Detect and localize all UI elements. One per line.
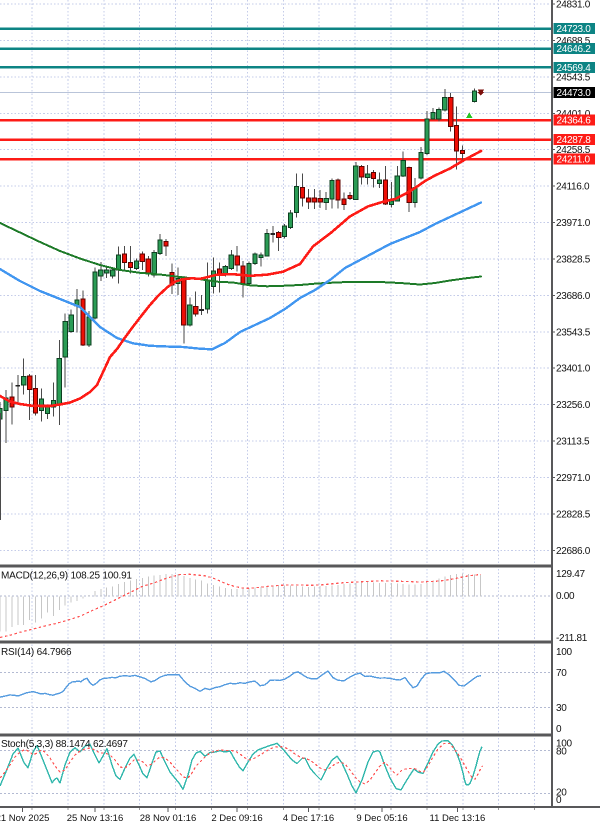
svg-text:23971.0: 23971.0 <box>556 218 591 229</box>
svg-text:22971.0: 22971.0 <box>556 473 591 484</box>
svg-text:23401.0: 23401.0 <box>556 364 591 375</box>
svg-text:Stoch(5,3,3) 88.1474 62.4697: Stoch(5,3,3) 88.1474 62.4697 <box>1 739 128 750</box>
svg-text:100: 100 <box>556 738 573 749</box>
svg-text:25 Nov 13:16: 25 Nov 13:16 <box>67 813 124 824</box>
svg-text:0: 0 <box>556 795 562 806</box>
svg-text:22686.0: 22686.0 <box>556 546 591 557</box>
svg-text:23828.5: 23828.5 <box>556 254 591 265</box>
svg-text:129.47: 129.47 <box>556 569 586 580</box>
svg-text:80: 80 <box>556 746 567 757</box>
svg-text:30: 30 <box>556 703 567 714</box>
svg-text:RSI(14) 64.7966: RSI(14) 64.7966 <box>1 647 72 658</box>
svg-text:24258.5: 24258.5 <box>556 145 591 156</box>
svg-text:24401.0: 24401.0 <box>556 109 591 120</box>
svg-text:23113.5: 23113.5 <box>556 437 590 448</box>
svg-text:24569.4: 24569.4 <box>557 63 592 74</box>
svg-text:11 Dec 13:16: 11 Dec 13:16 <box>429 813 485 824</box>
svg-text:24473.0: 24473.0 <box>557 88 592 99</box>
svg-text:2 Dec 09:16: 2 Dec 09:16 <box>211 813 262 824</box>
svg-text:21 Nov 2025: 21 Nov 2025 <box>0 813 49 824</box>
svg-text:22828.5: 22828.5 <box>556 509 591 520</box>
svg-text:23256.0: 23256.0 <box>556 400 591 411</box>
svg-text:24543.5: 24543.5 <box>556 72 591 83</box>
svg-text:9 Dec 05:16: 9 Dec 05:16 <box>356 813 407 824</box>
svg-text:0.00: 0.00 <box>556 591 575 602</box>
svg-text:24211.0: 24211.0 <box>557 155 591 166</box>
svg-text:MACD(12,26,9) 108.25 100.91: MACD(12,26,9) 108.25 100.91 <box>1 571 132 582</box>
svg-text:23543.5: 23543.5 <box>556 327 591 338</box>
svg-text:24723.0: 24723.0 <box>557 24 592 35</box>
svg-text:23686.0: 23686.0 <box>556 291 591 302</box>
svg-text:24116.0: 24116.0 <box>556 182 590 193</box>
svg-text:24831.0: 24831.0 <box>556 0 591 11</box>
svg-text:24364.6: 24364.6 <box>557 116 592 127</box>
svg-text:-211.81: -211.81 <box>556 633 588 644</box>
svg-text:100: 100 <box>556 647 573 658</box>
svg-text:24688.5: 24688.5 <box>556 36 591 47</box>
svg-text:4 Dec 17:16: 4 Dec 17:16 <box>283 813 334 824</box>
svg-text:28 Nov 01:16: 28 Nov 01:16 <box>140 813 197 824</box>
svg-text:20: 20 <box>556 787 567 798</box>
svg-text:70: 70 <box>556 668 567 679</box>
svg-text:24646.2: 24646.2 <box>557 44 592 55</box>
svg-text:0: 0 <box>556 724 562 735</box>
svg-text:24287.8: 24287.8 <box>557 135 592 146</box>
